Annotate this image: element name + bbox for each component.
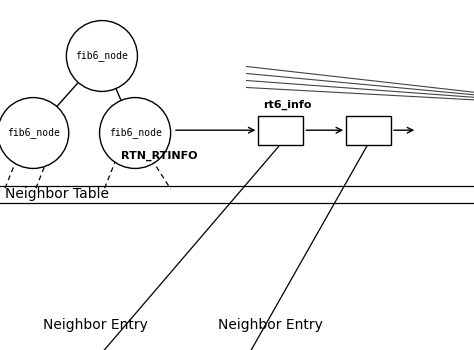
Text: fib6_node: fib6_node: [109, 127, 162, 139]
Ellipse shape: [100, 98, 171, 168]
Text: fib6_node: fib6_node: [75, 50, 128, 62]
Text: RTN_RTINFO: RTN_RTINFO: [121, 150, 197, 161]
Text: Neighbor Entry: Neighbor Entry: [43, 318, 147, 332]
Ellipse shape: [66, 21, 137, 91]
Text: fib6_node: fib6_node: [7, 127, 60, 139]
Bar: [346, 116, 391, 145]
Text: rt6_info: rt6_info: [263, 100, 311, 110]
Bar: [258, 116, 303, 145]
Text: Neighbor Entry: Neighbor Entry: [218, 318, 323, 332]
Text: Neighbor Table: Neighbor Table: [5, 187, 109, 201]
Ellipse shape: [0, 98, 69, 168]
